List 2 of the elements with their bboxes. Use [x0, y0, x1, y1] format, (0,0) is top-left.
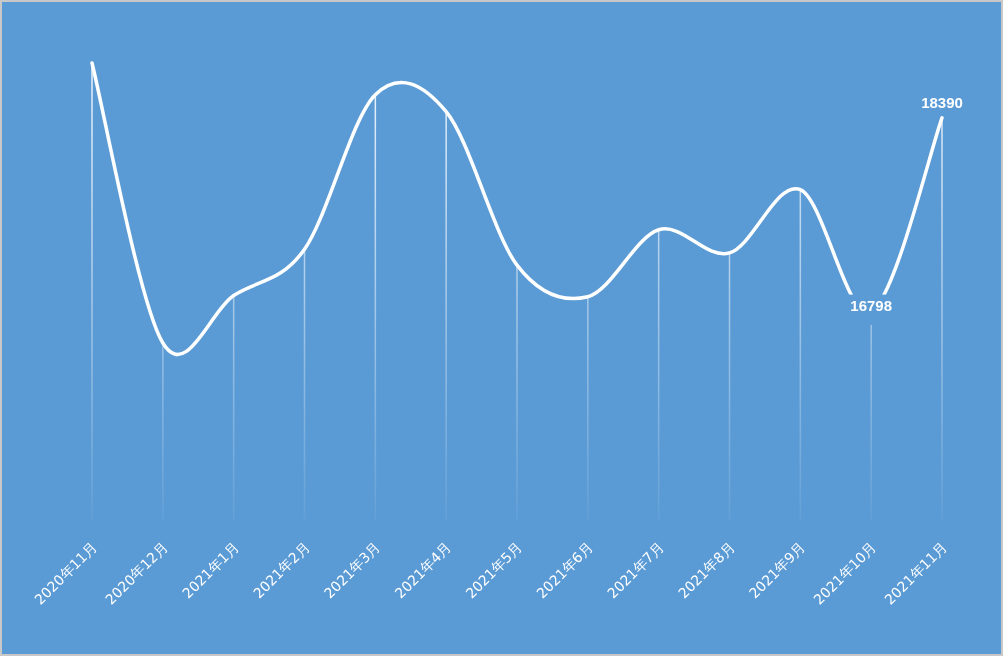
- data-label: 18390: [921, 93, 963, 111]
- data-label: 16798: [850, 296, 893, 314]
